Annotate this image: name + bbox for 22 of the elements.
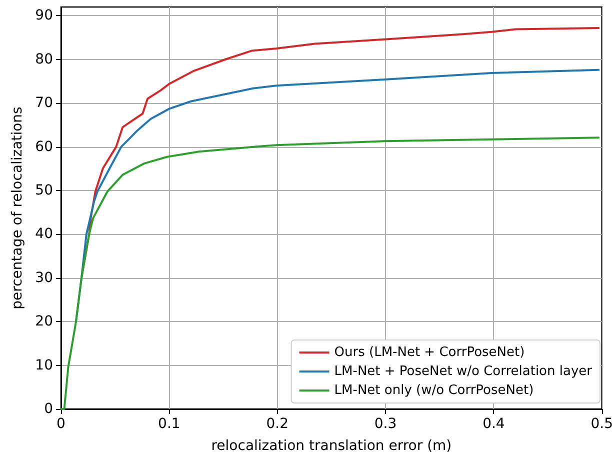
y-tick-label: 0: [44, 401, 53, 417]
legend-label: LM-Net + PoseNet w/o Correlation layer: [334, 364, 593, 379]
x-tick-label: 0.1: [158, 416, 180, 432]
y-tick-label: 10: [35, 357, 53, 374]
y-tick-label: 20: [35, 314, 53, 330]
y-tick-label: 40: [35, 226, 53, 242]
y-tick-label: 70: [35, 95, 53, 112]
y-tick-label: 90: [35, 8, 53, 24]
y-tick-label: 80: [35, 51, 53, 68]
x-axis-title: relocalization translation error (m): [211, 438, 452, 454]
x-tick-label: 0: [56, 416, 66, 432]
x-tick-label: 0.2: [266, 416, 288, 432]
x-tick-label: 0.5: [590, 416, 613, 432]
y-tick-label: 30: [35, 270, 53, 286]
x-tick-label: 0.3: [374, 416, 397, 432]
y-tick-label: 50: [35, 182, 53, 199]
y-axis-title: percentage of relocalizations: [9, 106, 26, 310]
legend-label: Ours (LM-Net + CorrPoseNet): [334, 345, 525, 360]
x-tick-label: 0.4: [482, 416, 505, 432]
y-tick-label: 60: [35, 138, 53, 155]
line-series: [60, 136, 600, 410]
legend-label: LM-Net only (w/o CorrPoseNet): [334, 383, 534, 398]
